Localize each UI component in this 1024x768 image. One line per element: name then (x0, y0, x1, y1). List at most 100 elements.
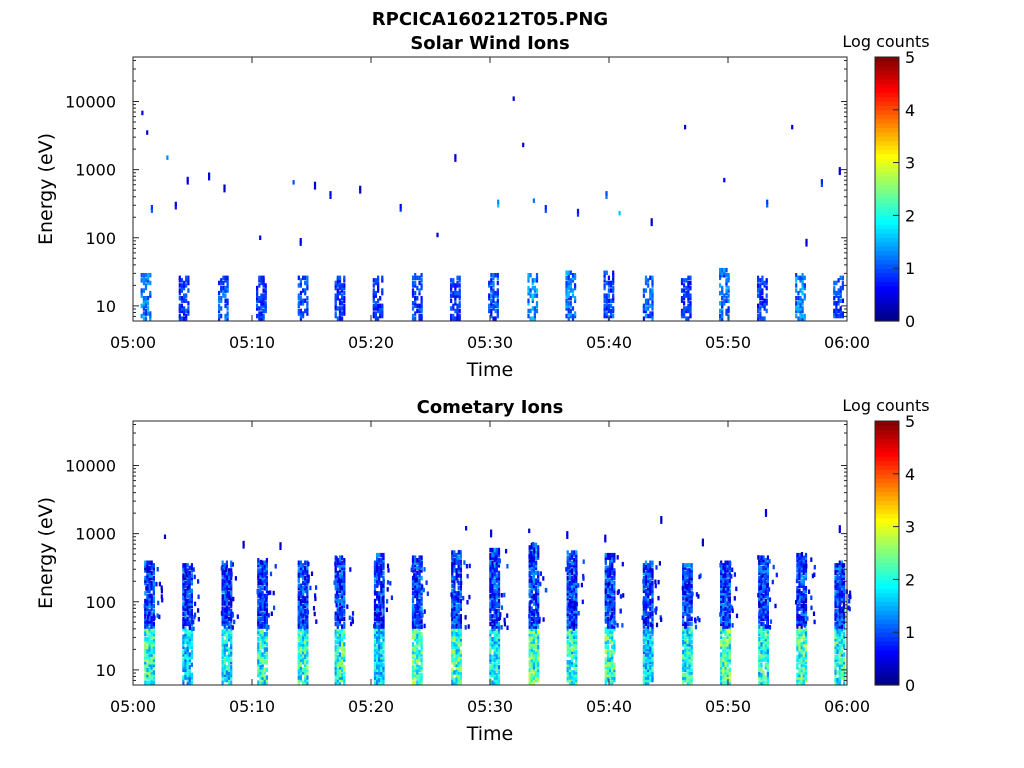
spectrogram-cell (606, 649, 610, 655)
spectrogram-cell (411, 603, 415, 609)
spectrogram-cell (611, 654, 614, 660)
spectrogram-cell (377, 308, 380, 314)
spectrogram-cell (185, 278, 188, 283)
spectrogram-cell (795, 278, 798, 283)
spectrogram-cell (762, 647, 765, 652)
spectrogram-cell (302, 298, 305, 303)
spectrogram-cell (722, 575, 725, 581)
spectrogram-cell (682, 657, 685, 662)
spectrogram-cell (651, 575, 654, 581)
spectrogram-cell (682, 626, 685, 632)
spectrogram-cell (537, 652, 540, 657)
spectrogram-cell (265, 593, 268, 599)
spectrogram-cell (416, 624, 419, 629)
figure-title: RPCICA160212T05.PNG (372, 9, 608, 30)
spectrogram-cell (684, 603, 687, 609)
spectrogram-cell (334, 583, 337, 588)
spectrogram-cell (343, 647, 346, 652)
spectrogram-cell (297, 296, 300, 301)
spectrogram-cell (535, 273, 539, 278)
spectrogram-cell (262, 316, 265, 321)
spectrogram-cell (803, 293, 806, 298)
spectrogram-cell (530, 616, 533, 622)
spectrogram-cell (612, 273, 615, 278)
spectrogram-cell (190, 601, 193, 606)
spectrogram-cell (222, 290, 225, 296)
spectrogram-cell (148, 667, 151, 673)
spectrogram-cell (150, 573, 153, 578)
spectrogram-cell (451, 652, 454, 657)
spectrogram-cell (180, 308, 183, 314)
spectrogram-cell (570, 657, 574, 662)
spectrogram-cell (144, 273, 148, 278)
spectrogram-cell (724, 647, 727, 652)
spectrogram-cell (343, 580, 346, 586)
spectrogram-cell (380, 677, 383, 683)
spectrogram-cell (495, 583, 498, 588)
spectrogram-cell (609, 568, 612, 573)
spectrogram-cell (611, 588, 614, 594)
spectrogram-cell (378, 591, 381, 596)
spectrogram-cell (304, 680, 307, 685)
spectrogram-cell (760, 616, 763, 622)
spectrogram-cell (152, 585, 155, 591)
spectrogram-cell (258, 624, 261, 629)
spectrogram-cell (306, 603, 309, 609)
spectrogram-cell (144, 611, 147, 616)
spectrogram-cell (456, 290, 459, 296)
spectrogram-cell (338, 558, 342, 563)
spectrogram-cell (336, 675, 339, 680)
spectrogram-cell (261, 667, 264, 673)
scatter-count-cell (436, 232, 439, 238)
spectrogram-cell (338, 316, 342, 321)
spectrogram-cell (306, 644, 309, 650)
spectrogram-cell (760, 665, 763, 670)
spectrogram-cell (306, 596, 309, 601)
spectrogram-cell (226, 278, 229, 283)
spectrogram-cell (607, 298, 610, 303)
spectrogram-cell (188, 672, 191, 678)
spectrogram-cell (382, 677, 385, 683)
spectrogram-cell (183, 296, 186, 301)
spectrogram-cell (454, 308, 457, 314)
spectrogram-cell (566, 675, 569, 680)
spectrogram-cell (613, 586, 616, 591)
spectrogram-cell (758, 654, 761, 660)
spectrogram-cell (575, 624, 578, 629)
spectrogram-cell (645, 603, 648, 608)
spectrogram-cell (527, 308, 530, 314)
scatter-count-cell (359, 189, 362, 194)
spectrogram-cell (418, 565, 421, 571)
spectrogram-cell (569, 288, 572, 293)
spectrogram-cell (411, 580, 415, 586)
spectrogram-cell (690, 670, 693, 675)
spectrogram-cell (457, 624, 460, 629)
spectrogram-cell (299, 583, 302, 588)
spectrogram-cell (297, 626, 300, 632)
spectrogram-cell (688, 609, 691, 614)
spectrogram-cell (451, 647, 454, 652)
scatter-count-cell (791, 124, 794, 130)
spectrogram-cell (719, 275, 722, 281)
spectrogram-cell (414, 575, 417, 581)
spectrogram-cell (378, 596, 381, 601)
spectrogram-cell (376, 573, 379, 578)
spectrogram-cell (644, 621, 648, 627)
spectrogram-cell (380, 631, 383, 637)
spectrogram-cell (649, 629, 652, 634)
spectrogram-cell (263, 601, 266, 606)
colorbar-segment (875, 224, 899, 230)
spectrogram-cell (378, 580, 381, 586)
spectrogram-cell (228, 675, 231, 680)
spectrogram-cell (218, 316, 221, 321)
spectrogram-cell (684, 654, 687, 660)
spectrogram-cell (297, 586, 300, 591)
spectrogram-cell (224, 303, 227, 309)
spectrogram-cell (682, 563, 685, 568)
spectrogram-cell (527, 290, 530, 296)
spectrogram-cell (341, 598, 344, 604)
spectrogram-cell (568, 642, 571, 647)
spectrogram-cell (223, 580, 226, 586)
spectrogram-cell (573, 565, 576, 571)
spectrogram-cell (456, 311, 459, 316)
